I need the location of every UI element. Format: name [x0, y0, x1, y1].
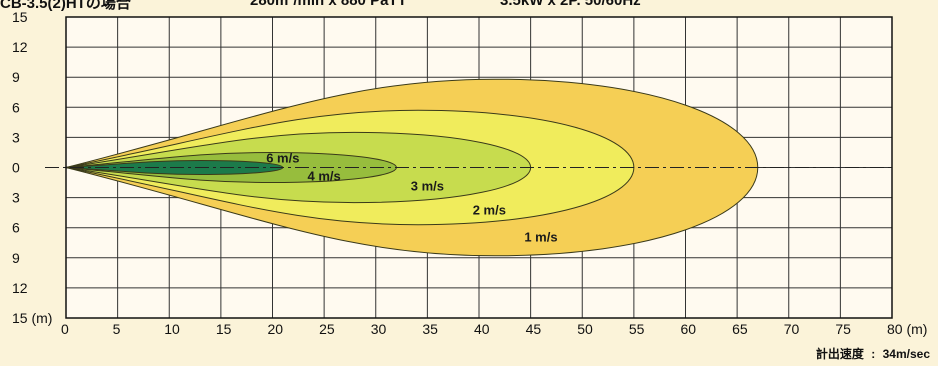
- x-tick-label: 80 (m): [887, 321, 927, 337]
- x-tick-label: 70: [784, 321, 800, 337]
- plot-border: [65, 16, 893, 319]
- y-tick-label: 0: [12, 160, 20, 176]
- x-tick-label: 15: [216, 321, 232, 337]
- y-tick-label: 15 (m): [12, 310, 52, 326]
- x-tick-label: 25: [319, 321, 335, 337]
- y-tick-label: 12: [12, 280, 28, 296]
- x-tick-label: 75: [835, 321, 851, 337]
- series-label: 1 m/s: [524, 230, 557, 245]
- x-tick-label: 30: [371, 321, 387, 337]
- x-tick-label: 60: [681, 321, 697, 337]
- y-tick-label: 9: [12, 69, 20, 85]
- y-tick-label: 15: [12, 9, 28, 25]
- x-tick-label: 10: [164, 321, 180, 337]
- y-tick-label: 6: [12, 99, 20, 115]
- x-tick-label: 50: [577, 321, 593, 337]
- plot-frame: [65, 16, 893, 319]
- series-labels: 1 m/s 2 m/s 3 m/s 4 m/s 6 m/s: [266, 150, 557, 244]
- exit-velocity-note: 計出速度 : 34m/sec: [815, 347, 930, 361]
- x-tick-label: 5: [113, 321, 121, 337]
- y-tick-label: 3: [12, 190, 20, 206]
- x-tick-label: 20: [268, 321, 284, 337]
- x-tick-label: 40: [474, 321, 490, 337]
- series-label: 3 m/s: [411, 179, 444, 194]
- x-tick-label: 45: [526, 321, 542, 337]
- x-tick-label: 55: [629, 321, 645, 337]
- chart-header: CB-3.5(2)HTの場合 280m³/min x 880 PaTT 3.5k…: [0, 0, 938, 12]
- x-tick-label: 65: [732, 321, 748, 337]
- exit-velocity-label: 計出速度: [815, 347, 864, 361]
- x-tick-label: 35: [422, 321, 438, 337]
- exit-velocity-value: 34m/sec: [882, 347, 930, 361]
- y-tick-label: 12: [12, 39, 28, 55]
- x-tick-label: 0: [61, 321, 69, 337]
- series-label: 6 m/s: [266, 150, 299, 165]
- airflow-label: 280m³/min x 880 PaTT: [250, 0, 407, 9]
- power-label: 3.5kW x 2P. 50/60Hz: [500, 0, 641, 9]
- y-tick-label: 3: [12, 129, 20, 145]
- y-tick-label: 9: [12, 250, 20, 266]
- series-label: 2 m/s: [473, 203, 506, 218]
- series-label: 4 m/s: [308, 169, 341, 184]
- y-tick-label: 6: [12, 220, 20, 236]
- model-label: CB-3.5(2)HTの場合: [0, 0, 131, 12]
